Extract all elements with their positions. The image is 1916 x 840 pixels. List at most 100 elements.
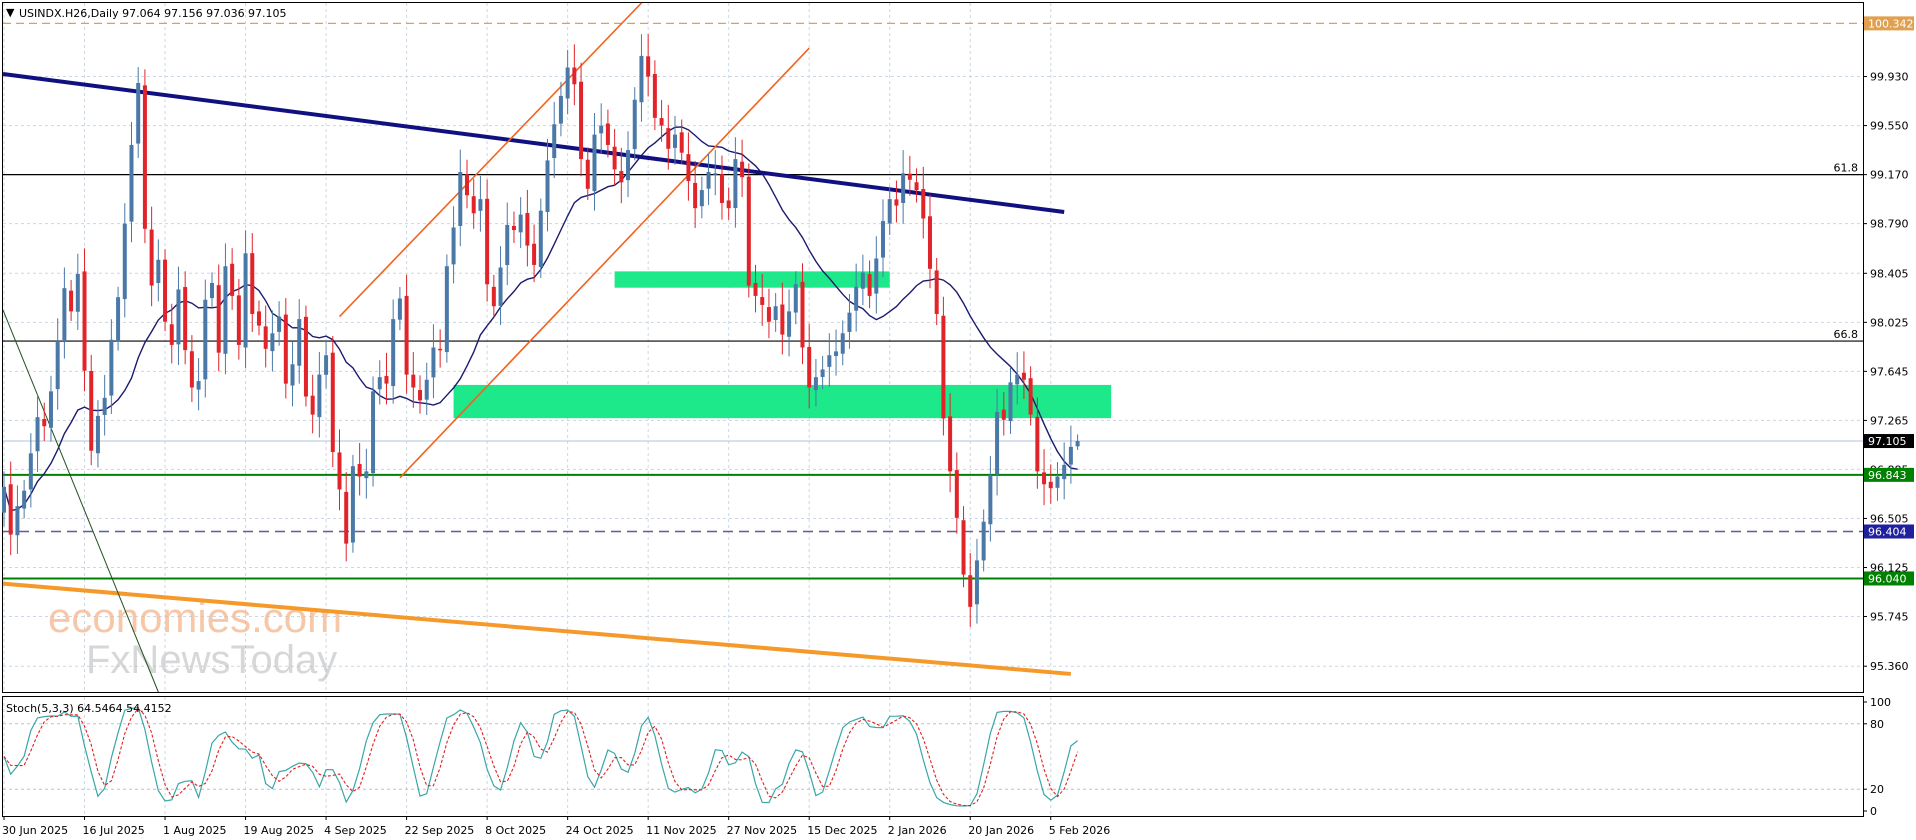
candle-body-103 [693,182,698,209]
candle-body-76 [511,225,516,231]
candle-body-157 [1055,476,1060,488]
price-tags: 100.342 96.843 96.404 96.040 97.105 [1864,16,1914,586]
candle-body-91 [612,146,617,170]
candle-body-88 [592,134,597,192]
price-tag-bg-5 [1864,571,1914,586]
price-tag-bg-4 [1864,524,1914,539]
price-tick-label-4: 98.405 [1870,267,1909,280]
candle-body-150 [1008,382,1013,422]
price-tick-label-5: 98.025 [1870,316,1909,329]
time-axis: 30 Jun 2025 16 Jul 2025 1 Aug 2025 19 Aug 2… [2,816,1110,837]
candle-body-82 [552,124,557,159]
zone-1 [453,384,1112,419]
candle-body-121 [813,377,818,391]
candle-body-133 [894,199,899,206]
candle-body-74 [498,267,503,306]
candle-body-72 [485,198,490,285]
candle-body-114 [766,307,771,322]
candle-body-25 [169,324,174,345]
candle-body-17 [116,297,121,342]
candle-body-3 [22,490,27,509]
candle-body-21 [142,85,147,229]
candle-body-78 [525,213,530,246]
price-tag-bg-3 [1864,467,1914,482]
price-tick-label-3: 98.790 [1870,218,1909,231]
candle-body-11 [75,273,80,312]
candle-body-46 [310,395,315,415]
candle-body-70 [471,196,476,214]
candle-body-62 [418,390,423,401]
price-tag-0: 100.342 [1868,17,1914,30]
candle-body-27 [183,287,188,351]
candle-body-115 [773,306,778,320]
candle-body-120 [807,346,812,388]
candle-body-54 [364,471,369,479]
candle-body-118 [793,284,798,313]
candle-body-16 [109,339,114,396]
candle-body-160 [1075,441,1080,447]
candle-body-33 [223,266,228,354]
price-axis: 99.930 99.550 99.170 98.790 98.405 98.025 97.6… [1863,71,1909,673]
candle-body-104 [699,190,704,207]
candle-body-132 [887,199,892,224]
candle-body-148 [995,412,1000,475]
candle-body-24 [163,259,168,322]
candle-body-142 [954,470,959,518]
stoch-tick-label-2: 20 [1870,783,1884,796]
chart-title-arrow[interactable]: ▼ [6,6,15,19]
candle-body-18 [122,223,127,300]
time-tick-label-3: 19 Aug 2025 [244,824,314,837]
candle-body-39 [263,326,268,349]
candle-body-20 [136,82,141,144]
candle-body-110 [740,161,745,178]
candle-body-90 [605,123,610,145]
candle-body-51 [344,491,349,544]
candle-body-37 [250,253,255,314]
stoch-panel-frame [2,696,1864,817]
stochastic-panel: 100 80 20 0 [3,696,1891,818]
time-tick-label-4: 4 Sep 2025 [324,824,387,837]
candle-body-158 [1062,464,1067,480]
candle-body-40 [270,333,275,352]
candles [2,34,1080,627]
candle-body-32 [216,285,221,353]
candle-body-42 [283,314,288,384]
candle-body-108 [726,200,731,209]
candle-body-75 [505,224,510,266]
price-tick-label-11: 95.745 [1870,611,1909,624]
candle-body-86 [579,81,584,160]
stoch-main-line [3,706,1078,807]
candle-body-5 [35,417,40,452]
candle-body-134 [901,173,906,203]
candle-body-4 [28,453,33,490]
candle-body-152 [1021,372,1026,380]
channel-lower-line [399,47,810,479]
candle-body-102 [686,154,691,182]
candle-body-105 [706,172,711,189]
price-tick-label-7: 97.265 [1870,414,1909,427]
zone-0 [614,271,890,288]
stoch-tick-label-1: 80 [1870,718,1884,731]
time-tick-label-10: 15 Dec 2025 [807,824,877,837]
candle-body-101 [679,132,684,153]
stoch-tick-label-0: 100 [1870,696,1891,709]
time-tick-label-6: 8 Oct 2025 [485,824,546,837]
candle-body-113 [760,297,765,305]
price-tick-label-9: 96.505 [1870,512,1909,525]
candle-body-56 [377,377,382,390]
candle-body-112 [753,283,758,296]
watermark: economies.com FxNewsToday [48,594,342,682]
stoch-title: Stoch(5,3,3) 64.5464 54.4152 [6,702,172,715]
candle-body-141 [948,416,953,472]
candle-body-130 [874,258,879,294]
candle-body-139 [934,270,939,314]
time-tick-label-0: 30 Jun 2025 [2,824,68,837]
candle-body-100 [673,134,677,148]
candle-body-81 [545,160,550,213]
candle-body-36 [243,253,248,348]
candle-body-38 [256,311,261,326]
candle-body-44 [297,319,302,366]
fib-label-1: 61.8 [1834,162,1859,175]
